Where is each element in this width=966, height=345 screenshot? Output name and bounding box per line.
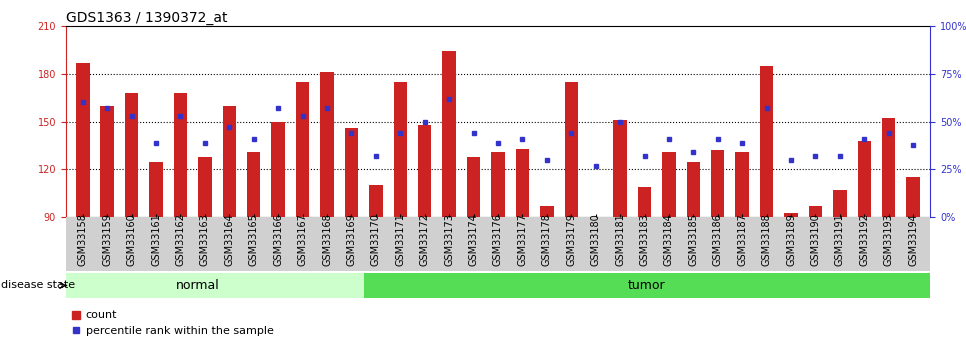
- Bar: [271, 122, 285, 217]
- Bar: [760, 66, 774, 217]
- Bar: [882, 118, 895, 217]
- Bar: [296, 82, 309, 217]
- Bar: [222, 106, 236, 217]
- Bar: [687, 161, 700, 217]
- Bar: [418, 125, 432, 217]
- Text: normal: normal: [176, 279, 219, 292]
- Bar: [150, 161, 162, 217]
- Bar: [663, 152, 675, 217]
- Bar: [174, 93, 187, 217]
- Bar: [564, 82, 578, 217]
- Bar: [467, 157, 480, 217]
- Bar: [369, 186, 383, 217]
- Bar: [198, 157, 212, 217]
- Bar: [247, 152, 261, 217]
- Bar: [809, 206, 822, 217]
- Bar: [76, 62, 90, 217]
- Bar: [784, 213, 798, 217]
- Bar: [442, 51, 456, 217]
- Legend: count, percentile rank within the sample: count, percentile rank within the sample: [71, 310, 273, 336]
- Bar: [711, 150, 724, 217]
- Bar: [345, 128, 358, 217]
- Bar: [321, 72, 333, 217]
- Bar: [516, 149, 529, 217]
- Bar: [858, 141, 871, 217]
- Text: tumor: tumor: [628, 279, 666, 292]
- Bar: [125, 93, 138, 217]
- Bar: [735, 152, 749, 217]
- Bar: [540, 206, 554, 217]
- Bar: [66, 273, 363, 298]
- Text: GDS1363 / 1390372_at: GDS1363 / 1390372_at: [66, 11, 227, 25]
- Bar: [638, 187, 651, 217]
- Bar: [100, 106, 114, 217]
- Bar: [492, 152, 504, 217]
- Text: disease state: disease state: [1, 280, 75, 289]
- Bar: [613, 120, 627, 217]
- Bar: [834, 190, 846, 217]
- Bar: [906, 177, 920, 217]
- Bar: [363, 273, 930, 298]
- Bar: [393, 82, 407, 217]
